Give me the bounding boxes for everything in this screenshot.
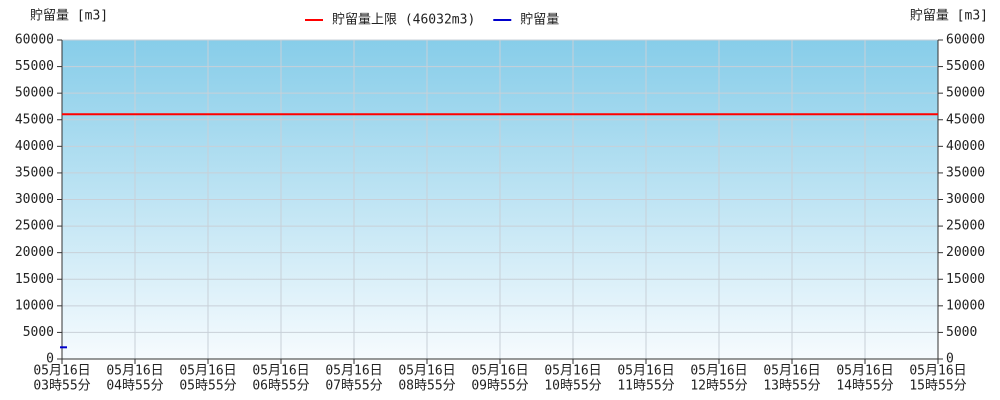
x-tick-label: 14時55分 — [836, 379, 893, 394]
legend-label: 貯留量 — [520, 13, 559, 28]
y2-tick-label: 0 — [946, 352, 954, 367]
y2-tick-label: 50000 — [946, 86, 985, 101]
y-tick-label: 0 — [46, 352, 54, 367]
y-tick-label: 30000 — [15, 192, 54, 207]
x-tick-label: 05月16日 — [690, 364, 747, 379]
y2-tick-label: 25000 — [946, 219, 985, 234]
y2-tick-label: 60000 — [946, 33, 985, 48]
y-tick-label: 10000 — [15, 298, 54, 313]
y-tick-label: 50000 — [15, 86, 54, 101]
y2-tick-label: 45000 — [946, 112, 985, 127]
y-tick-label: 5000 — [23, 325, 54, 340]
y-tick-label: 45000 — [15, 112, 54, 127]
x-tick-label: 11時55分 — [617, 379, 674, 394]
y-tick-label: 20000 — [15, 245, 54, 260]
x-tick-label: 09時55分 — [471, 379, 528, 394]
y-tick-label: 40000 — [15, 139, 54, 154]
x-tick-label: 05月16日 — [544, 364, 601, 379]
x-tick-label: 05時55分 — [179, 379, 236, 394]
legend-label: 貯留量上限 (46032m3) — [332, 13, 475, 28]
x-tick-label: 05月16日 — [836, 364, 893, 379]
y-tick-label: 60000 — [15, 33, 54, 48]
x-tick-label: 15時55分 — [909, 379, 966, 394]
y-tick-label: 55000 — [15, 59, 54, 74]
y2-tick-label: 20000 — [946, 245, 985, 260]
y2-tick-label: 40000 — [946, 139, 985, 154]
x-tick-label: 06時55分 — [252, 379, 309, 394]
x-tick-label: 05月16日 — [325, 364, 382, 379]
x-tick-label: 04時55分 — [106, 379, 163, 394]
x-tick-label: 05月16日 — [179, 364, 236, 379]
x-tick-label: 12時55分 — [690, 379, 747, 394]
x-tick-label: 07時55分 — [325, 379, 382, 394]
y-tick-label: 25000 — [15, 219, 54, 234]
x-tick-label: 05月16日 — [33, 364, 90, 379]
y2-tick-label: 55000 — [946, 59, 985, 74]
x-tick-label: 08時55分 — [398, 379, 455, 394]
x-tick-label: 05月16日 — [471, 364, 528, 379]
x-tick-label: 05月16日 — [106, 364, 163, 379]
y2-tick-label: 35000 — [946, 165, 985, 180]
x-tick-label: 05月16日 — [398, 364, 455, 379]
x-tick-label: 05月16日 — [909, 364, 966, 379]
x-tick-label: 03時55分 — [33, 379, 90, 394]
x-tick-label: 13時55分 — [763, 379, 820, 394]
y-axis-title: 貯留量 [m3] — [30, 9, 108, 24]
x-tick-label: 05月16日 — [763, 364, 820, 379]
x-tick-label: 05月16日 — [617, 364, 674, 379]
y-tick-label: 15000 — [15, 272, 54, 287]
y2-tick-label: 15000 — [946, 272, 985, 287]
y2-tick-label: 10000 — [946, 298, 985, 313]
y2-tick-label: 30000 — [946, 192, 985, 207]
x-tick-label: 10時55分 — [544, 379, 601, 394]
y2-axis-title: 貯留量 [m3] — [910, 9, 988, 24]
y-tick-label: 35000 — [15, 165, 54, 180]
y2-tick-label: 5000 — [946, 325, 977, 340]
x-tick-label: 05月16日 — [252, 364, 309, 379]
